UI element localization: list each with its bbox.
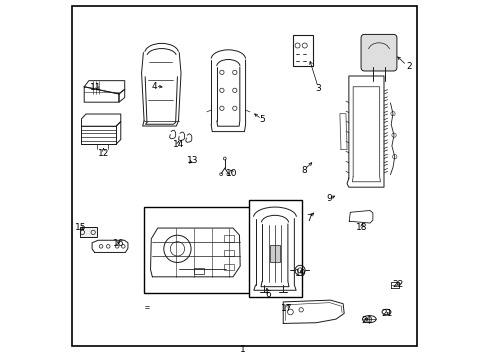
Text: 1: 1 [239,346,245,355]
Text: 5: 5 [258,115,264,124]
Text: 10: 10 [226,169,237,178]
Text: 6: 6 [264,289,270,298]
Text: 13: 13 [186,156,198,165]
FancyBboxPatch shape [360,35,396,71]
Bar [144,207,262,293]
Text: 3: 3 [315,84,321,93]
Ellipse shape [381,309,390,315]
Ellipse shape [362,316,375,323]
Bar [292,36,312,66]
Text: 15: 15 [74,223,86,232]
Text: 16: 16 [112,239,124,248]
Bar [193,267,204,274]
Bar [80,227,97,237]
Text: 21: 21 [381,309,392,318]
Bar [269,245,279,262]
Text: 12: 12 [98,149,109,158]
Text: 20: 20 [361,316,372,325]
Text: 17: 17 [281,304,292,313]
Text: 18: 18 [356,223,367,232]
Text: 11: 11 [90,83,101,92]
Bar [248,201,301,297]
Text: 4: 4 [151,82,157,91]
Text: 22: 22 [391,280,403,289]
Text: 2: 2 [405,62,411,71]
Bar [224,235,234,242]
Text: 8: 8 [301,166,307,175]
Text: 7: 7 [305,214,311,223]
Text: 19: 19 [295,269,306,278]
Bar [224,249,234,256]
Text: 9: 9 [325,194,331,203]
Bar [224,264,234,270]
Text: 14: 14 [172,140,183,149]
